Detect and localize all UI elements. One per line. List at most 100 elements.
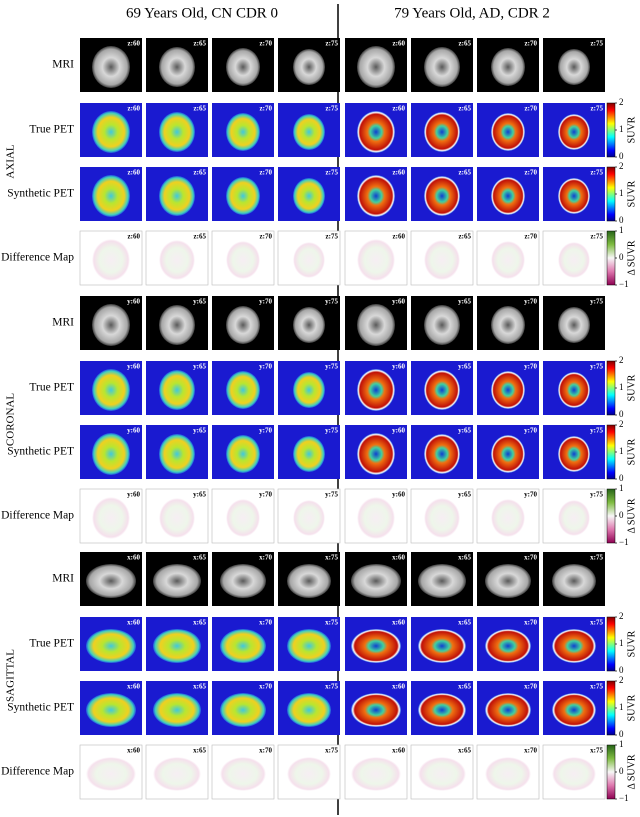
brain-slice	[357, 304, 395, 346]
brain-slice	[357, 111, 395, 153]
slice-label: z:65	[194, 40, 207, 48]
brain-slice	[92, 433, 130, 475]
brain-slice	[226, 113, 260, 151]
brain-slice	[293, 372, 325, 408]
brain-slice	[226, 435, 260, 473]
image-panel: x:70	[212, 552, 274, 606]
image-panel: x:60	[345, 552, 407, 606]
image-panel: y:75	[543, 296, 605, 350]
brain-slice	[558, 49, 590, 85]
image-panel: x:65	[411, 617, 473, 671]
slice-label: y:65	[193, 363, 206, 371]
colorbar-scale	[606, 102, 616, 158]
brain-slice	[153, 757, 201, 791]
slice-label: z:75	[326, 233, 339, 241]
colorbar-tick-label: 0	[619, 729, 624, 739]
brain-slice	[485, 564, 531, 598]
image-panel: x:70	[212, 617, 274, 671]
brain-slice	[293, 307, 325, 343]
image-panel: y:70	[212, 296, 274, 350]
brain-slice	[86, 564, 136, 598]
brain-slice	[351, 757, 401, 791]
image-panel: z:60	[80, 167, 142, 221]
image-panel: z:60	[345, 103, 407, 157]
image-panel: y:70	[212, 425, 274, 479]
slice-label: y:60	[127, 363, 140, 371]
slice-label: z:70	[260, 169, 273, 177]
slice-label: x:60	[392, 554, 405, 562]
image-panel: y:60	[80, 361, 142, 415]
brain-slice	[226, 306, 260, 344]
image-panel: y:65	[411, 296, 473, 350]
slice-label: x:70	[259, 747, 272, 755]
slice-label: x:60	[127, 683, 140, 691]
brain-slice	[159, 112, 195, 152]
brain-slice	[226, 48, 260, 86]
slice-label: x:75	[325, 554, 338, 562]
slice-label: z:70	[525, 169, 538, 177]
brain-slice	[418, 757, 466, 791]
colorbar-label: SUVR	[626, 116, 637, 143]
slice-label: z:70	[525, 105, 538, 113]
image-panel: y:60	[80, 296, 142, 350]
slice-label: y:70	[259, 427, 272, 435]
slice-label: x:70	[259, 683, 272, 691]
row-label: Difference Map	[1, 510, 74, 522]
slice-label: z:60	[393, 233, 406, 241]
slice-label: y:75	[325, 491, 338, 499]
brain-slice	[491, 435, 525, 473]
colorbar-scale	[606, 424, 616, 480]
slice-label: z:70	[525, 233, 538, 241]
colorbar-tick-label: 1	[619, 483, 624, 493]
slice-label: z:65	[194, 233, 207, 241]
image-panel: x:75	[277, 744, 341, 800]
section-label: SAGITTAL	[5, 649, 17, 702]
image-panel: z:65	[411, 167, 473, 221]
slice-label: z:60	[393, 169, 406, 177]
slice-label: z:65	[459, 40, 472, 48]
image-panel: y:65	[146, 425, 208, 479]
colorbar-tick-label: 2	[619, 419, 624, 429]
colorbar-tick-label: −1	[619, 793, 629, 803]
row-label: True PET	[29, 382, 74, 394]
image-panel: x:60	[345, 681, 407, 735]
image-panel: z:65	[146, 38, 208, 92]
slice-label: z:60	[393, 105, 406, 113]
colorbar-scale	[606, 616, 616, 672]
row-label: True PET	[29, 638, 74, 650]
colorbar-tick-label: 1	[619, 638, 624, 648]
image-panel: x:65	[146, 617, 208, 671]
image-panel: z:60	[80, 38, 142, 92]
brain-slice	[86, 757, 136, 791]
image-panel: z:65	[146, 103, 208, 157]
slice-label: z:70	[260, 105, 273, 113]
slice-label: y:70	[524, 363, 537, 371]
brain-slice	[220, 757, 266, 791]
image-panel: y:60	[79, 488, 143, 544]
slice-label: y:75	[590, 363, 603, 371]
colorbar-label: Δ SUVR	[626, 498, 637, 533]
colorbar-scale	[606, 166, 616, 222]
slice-label: z:60	[128, 40, 141, 48]
brain-slice	[92, 369, 130, 411]
slice-label: x:65	[193, 619, 206, 627]
brain-slice	[357, 433, 395, 475]
slice-label: z:65	[459, 233, 472, 241]
image-panel: x:70	[476, 744, 540, 800]
brain-slice	[491, 241, 525, 279]
image-panel: y:65	[146, 296, 208, 350]
brain-slice	[293, 49, 325, 85]
section-label: AXIAL	[5, 144, 17, 178]
slice-label: x:60	[392, 747, 405, 755]
slice-label: z:70	[260, 40, 273, 48]
image-panel: x:75	[543, 681, 605, 735]
colorbar-tick-label: 1	[619, 739, 624, 749]
brain-slice	[357, 175, 395, 217]
image-panel: z:60	[345, 167, 407, 221]
slice-label: x:65	[458, 619, 471, 627]
image-panel: z:75	[542, 230, 606, 286]
slice-label: z:70	[260, 233, 273, 241]
colorbar-tick-label: 2	[619, 161, 624, 171]
image-panel: x:65	[410, 744, 474, 800]
slice-label: y:60	[127, 491, 140, 499]
